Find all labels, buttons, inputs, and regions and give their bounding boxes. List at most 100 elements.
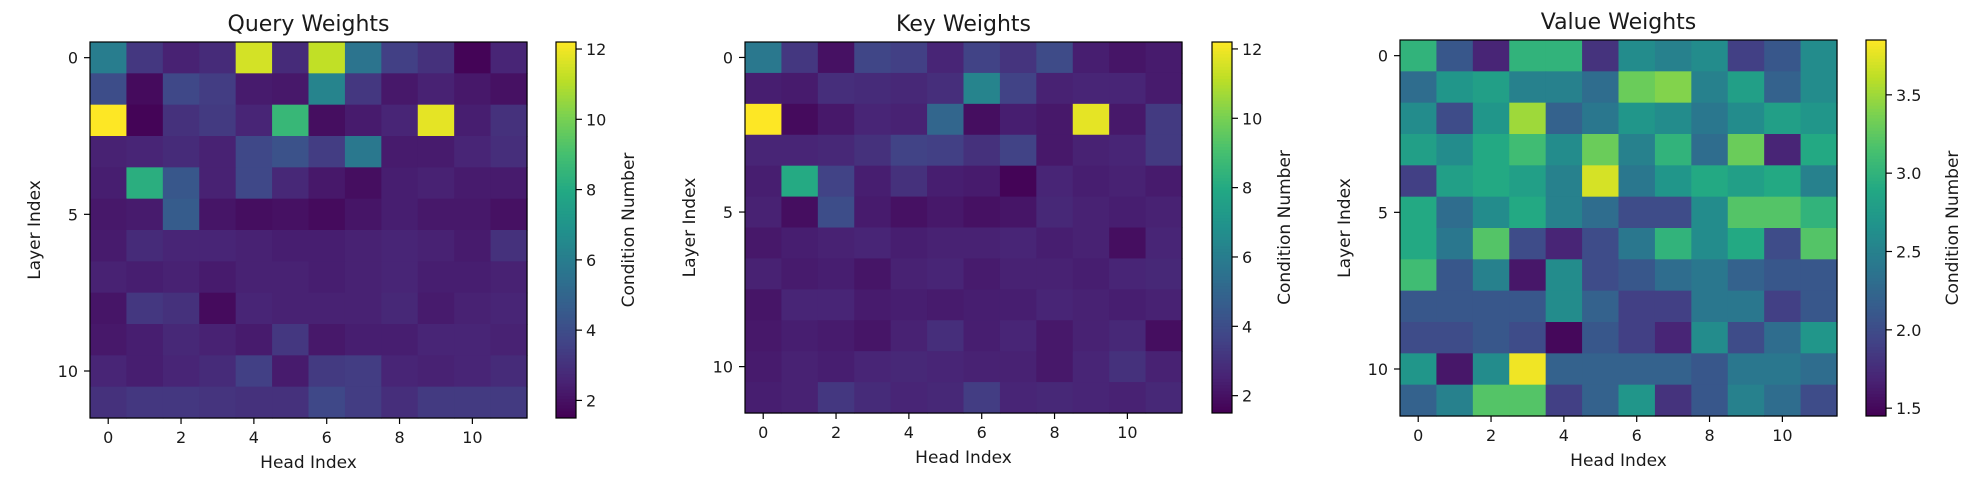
heatmap-cell: [1109, 72, 1147, 105]
heatmap-cell: [1436, 384, 1474, 417]
heatmap-cell: [927, 320, 965, 352]
heatmap-cell: [126, 386, 164, 419]
colorbar-segment: [556, 161, 576, 165]
x-tick-label: 2: [176, 428, 186, 447]
colorbar: 2 4 6 8 10 12 Condition Number: [555, 40, 639, 419]
y-tick-label: 5: [1378, 203, 1388, 222]
colorbar-tick-label: 2: [586, 391, 596, 410]
heatmap-cell: [344, 355, 382, 388]
heatmap-cell: [381, 136, 419, 168]
heatmap-cell: [1691, 259, 1729, 292]
colorbar-segment: [1212, 162, 1232, 167]
heatmap-cell: [126, 355, 164, 388]
x-tick-label: 6: [977, 423, 987, 442]
heatmap-cell: [927, 258, 965, 290]
heatmap-cell: [1472, 384, 1510, 417]
colorbar-segment: [1866, 149, 1886, 154]
colorbar-segment: [556, 217, 576, 222]
heatmap-cell: [745, 258, 783, 290]
heatmap-cell: [854, 42, 892, 74]
colorbar-tick-label: 4: [1242, 317, 1252, 336]
colorbar-segment: [556, 132, 576, 137]
heatmap-cell: [162, 324, 200, 356]
colorbar-segment: [556, 179, 576, 184]
heatmap-cell: [344, 386, 382, 419]
heatmap-cell: [854, 320, 892, 352]
heatmap-cell: [927, 165, 965, 198]
y-tick-label: 5: [723, 203, 733, 222]
colorbar-segment: [1866, 381, 1886, 386]
colorbar-segment: [1212, 264, 1232, 269]
heatmap-cell: [1691, 353, 1729, 386]
heatmap-cell: [1654, 353, 1692, 386]
heatmap-cell: [199, 355, 237, 388]
heatmap-cell: [90, 355, 128, 388]
heatmap-cell: [162, 73, 200, 106]
heatmap-cell: [235, 355, 273, 388]
heatmap-cell: [344, 136, 382, 168]
colorbar-segment: [1212, 357, 1232, 361]
heatmap-cell: [1400, 102, 1438, 135]
heatmap-cell: [999, 351, 1037, 383]
colorbar-segment: [1212, 128, 1232, 133]
colorbar-segment: [1212, 326, 1232, 331]
heatmap-cell: [1800, 384, 1838, 417]
colorbar-segment: [556, 120, 576, 124]
colorbar-segment: [1212, 363, 1232, 368]
heatmap-cell: [1036, 103, 1074, 136]
colorbar-segment: [556, 101, 576, 106]
colorbar-segment: [556, 327, 576, 331]
heatmap-cell: [1145, 196, 1183, 229]
heatmap-cell: [344, 104, 382, 137]
heatmap-cell: [1400, 40, 1438, 72]
heatmap-cell: [1145, 134, 1183, 167]
colorbar-segment: [1866, 212, 1886, 216]
colorbar-segment: [556, 186, 576, 190]
colorbar-segment: [556, 176, 576, 181]
colorbar-segment: [556, 117, 576, 121]
colorbar-segment: [556, 95, 576, 99]
heatmap-cell: [308, 230, 346, 262]
heatmap-cell: [1072, 165, 1110, 198]
colorbar-segment: [556, 123, 576, 128]
heatmap-cell: [1545, 40, 1583, 72]
colorbar-segment: [1212, 406, 1232, 411]
colorbar-segment: [1212, 147, 1232, 151]
colorbar-segment: [1866, 74, 1886, 79]
heatmap-cell: [1509, 196, 1547, 229]
heatmap-cell: [1036, 165, 1074, 198]
colorbar-segment: [1866, 184, 1886, 188]
colorbar-segment: [1866, 134, 1886, 138]
colorbar-segment: [1212, 100, 1232, 105]
heatmap-cell: [854, 103, 892, 136]
colorbar-segment: [1866, 83, 1886, 88]
colorbar-segment: [556, 349, 576, 353]
y-axis-label: Layer Index: [25, 180, 45, 280]
colorbar-segment: [1866, 209, 1886, 213]
heatmap-cell: [1400, 259, 1438, 292]
heatmap-cell: [381, 355, 419, 388]
heatmap-cell: [1109, 258, 1147, 290]
heatmap-cell: [454, 42, 492, 74]
colorbar-segment: [1866, 347, 1886, 351]
x-tick-label: 4: [249, 428, 259, 447]
colorbar-frame: [1211, 41, 1233, 414]
colorbar-segment: [1212, 48, 1232, 52]
colorbar-segment: [556, 308, 576, 312]
colorbar: 2 4 6 8 10 12 Condition Number: [1211, 40, 1295, 414]
heatmap-cell: [817, 227, 855, 260]
heatmap-cell: [90, 104, 128, 137]
colorbar-tick-label: 12: [586, 40, 606, 59]
heatmap-cell: [344, 198, 382, 231]
heatmap-cell: [1764, 353, 1802, 386]
heatmap-cell: [1072, 351, 1110, 383]
colorbar-segment: [1212, 122, 1232, 126]
heatmap-cell: [781, 289, 819, 321]
heatmap-cell: [1800, 196, 1838, 229]
colorbar-segment: [1212, 72, 1232, 77]
heatmap-cell: [999, 165, 1037, 198]
colorbar-segment: [1212, 202, 1232, 207]
colorbar-segment: [556, 226, 576, 231]
heatmap-cell: [1764, 102, 1802, 135]
colorbar-segment: [1866, 322, 1886, 326]
